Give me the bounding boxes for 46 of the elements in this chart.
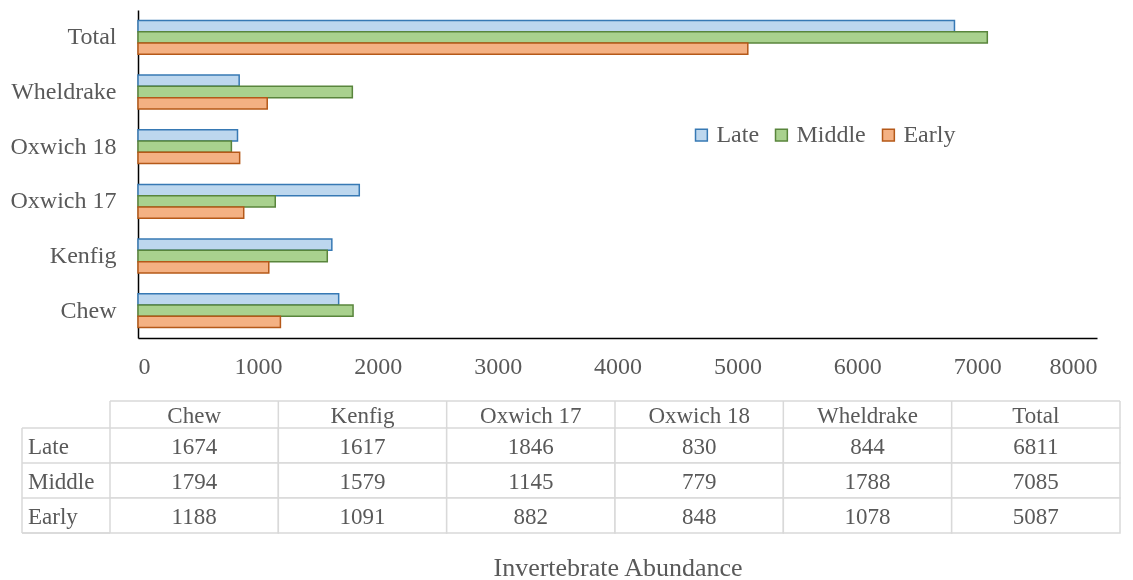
x-tick-label: 6000: [833, 352, 882, 379]
y-tick-label: Oxwich 17: [10, 187, 117, 214]
x-tick-label: Kenfig: [330, 402, 395, 428]
x-tick-label: 3000: [474, 352, 523, 379]
data-label: 1145: [508, 468, 554, 494]
x-tick-label: Total: [1012, 402, 1060, 428]
y-tick-label: Oxwich 18: [10, 132, 117, 159]
data-label: 1794: [171, 468, 218, 494]
x-tick-label: 7000: [953, 352, 1002, 379]
data-label: 6811: [1013, 433, 1059, 459]
data-label: 1674: [171, 433, 218, 459]
x-tick-label: 2000: [354, 352, 403, 379]
x-tick-label: Oxwich 18: [648, 402, 750, 428]
data-label: 1091: [339, 503, 386, 529]
y-tick-label: Early: [28, 503, 79, 529]
data-label: 830: [681, 433, 717, 459]
x-tick-label: 8000: [1049, 352, 1098, 379]
data-label: 1617: [339, 433, 386, 459]
data-label: 779: [681, 468, 717, 494]
x-axis-title: Invertebrate Abundance: [493, 552, 743, 580]
data-label: 1846: [507, 433, 554, 459]
data-label: 1078: [844, 503, 891, 529]
x-tick-label: 5000: [713, 352, 762, 379]
x-tick-label: Chew: [167, 402, 222, 428]
data-label: 5087: [1012, 503, 1059, 529]
y-tick-label: Total: [67, 23, 117, 50]
data-label: 1579: [339, 468, 386, 494]
x-tick-label: 0: [138, 352, 151, 379]
data-label: 7085: [1012, 468, 1059, 494]
y-tick-label: Chew: [60, 296, 118, 323]
x-tick-label: 1000: [234, 352, 283, 379]
data-label: 844: [850, 433, 886, 459]
data-label: 1788: [844, 468, 891, 494]
data-label: 848: [681, 503, 717, 529]
x-tick-label: Wheldrake: [817, 402, 918, 428]
y-tick-label: Middle: [28, 468, 95, 494]
data-label: 1188: [171, 503, 217, 529]
legend-label: Middle: [796, 121, 866, 148]
x-tick-label: Oxwich 17: [480, 402, 582, 428]
y-tick-label: Late: [28, 433, 69, 459]
legend-label: Late: [716, 121, 760, 148]
data-label: 882: [513, 503, 549, 529]
y-tick-label: Kenfig: [49, 242, 117, 268]
y-tick-label: Wheldrake: [11, 78, 117, 104]
legend-label: Early: [903, 121, 956, 148]
x-tick-label: 4000: [594, 352, 642, 379]
